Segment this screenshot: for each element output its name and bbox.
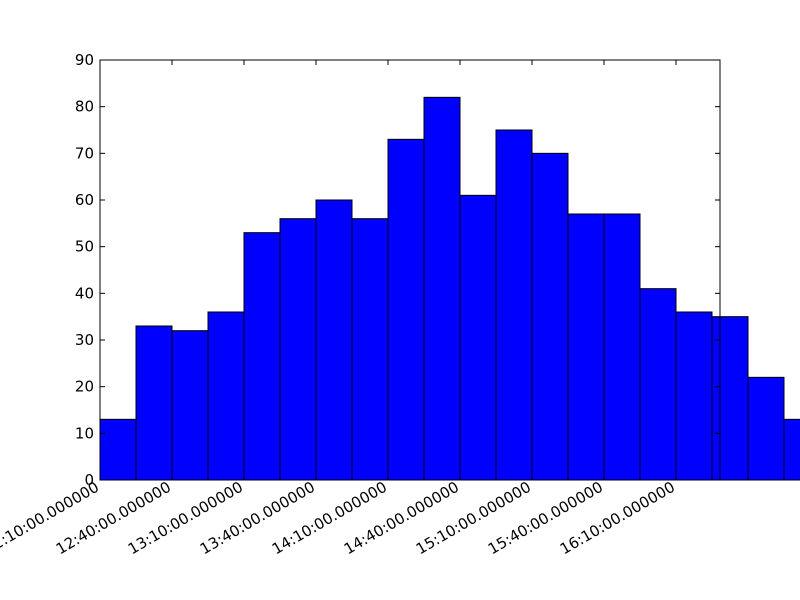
histogram-bar-16 (639, 288, 677, 481)
histogram-bar-7 (315, 199, 353, 481)
histogram-bar-6 (279, 218, 317, 481)
plot-frame (99, 59, 721, 481)
y-tick-label: 10 (75, 424, 94, 442)
y-tick-label: 0 (84, 471, 94, 489)
y-tick-label: 40 (75, 284, 94, 302)
y-tick-label: 90 (75, 51, 94, 69)
histogram-bar-12 (495, 129, 533, 481)
histogram-bar-8 (351, 218, 389, 481)
histogram-bar-1 (99, 418, 137, 481)
histogram-bar-9 (387, 138, 425, 481)
histogram-bar-11 (459, 194, 497, 481)
histogram-bar-13 (531, 152, 569, 481)
x-tick-label: 12:10:00.000000 (0, 478, 102, 558)
histogram-bar-2 (135, 325, 173, 481)
histogram-bar-10 (423, 96, 461, 481)
histogram-bar-3 (171, 330, 209, 481)
histogram-bar-19 (747, 376, 785, 481)
histogram-bar-4 (207, 311, 245, 481)
histogram-bar-5 (243, 232, 281, 481)
y-tick-label: 30 (75, 331, 94, 349)
y-tick-label: 50 (75, 238, 94, 256)
y-axis: 0 10 20 30 40 50 60 70 80 90 (75, 51, 720, 489)
y-tick-label: 80 (75, 98, 94, 116)
histogram-bar-18 (711, 316, 749, 481)
histogram-bar-20 (783, 418, 800, 481)
histogram-bar-15 (603, 213, 641, 481)
histogram-bar-17 (675, 311, 713, 481)
bars-group (99, 96, 800, 481)
histogram-bar-14 (567, 213, 605, 481)
y-tick-label: 60 (75, 191, 94, 209)
y-tick-label: 20 (75, 378, 94, 396)
y-tick-label: 70 (75, 144, 94, 162)
